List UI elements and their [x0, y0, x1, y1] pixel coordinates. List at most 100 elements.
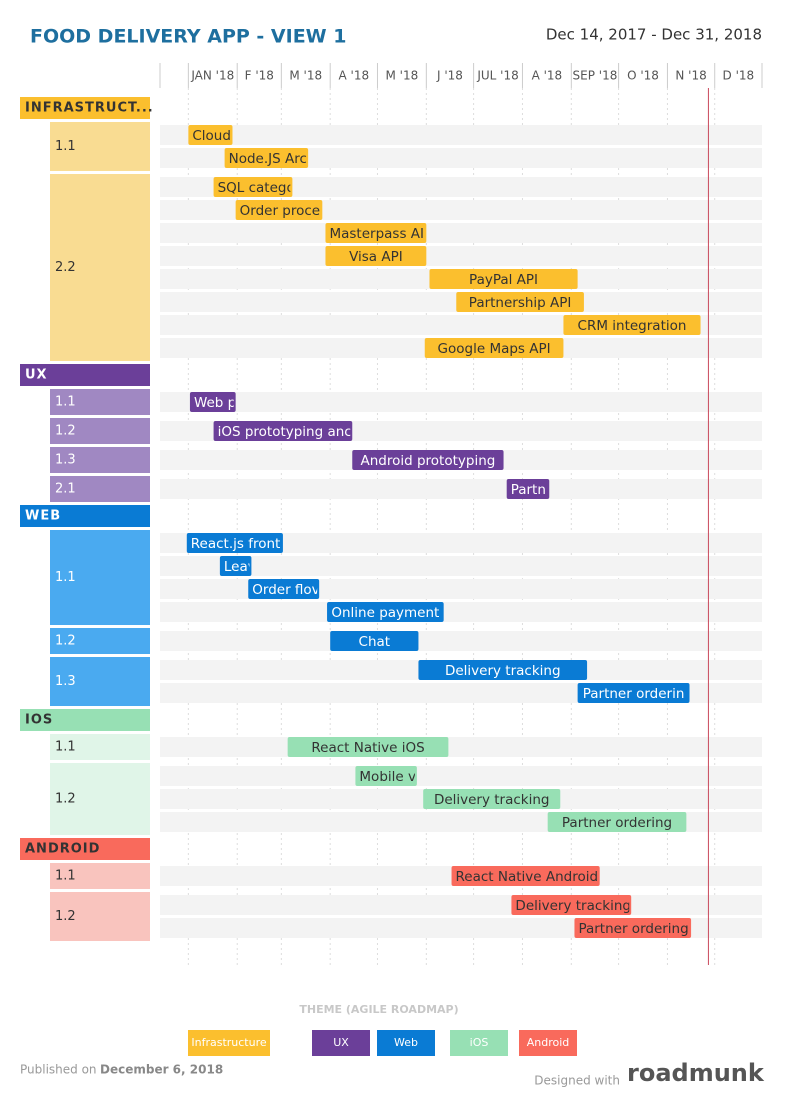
- month-label: D '18: [723, 69, 755, 83]
- bar: [506, 479, 550, 499]
- subgroup-label: 1.2: [55, 634, 76, 649]
- bar: [188, 125, 233, 145]
- subgroup-label-bg: [50, 447, 150, 473]
- row-band: [160, 479, 762, 499]
- subgroup-label-bg: [50, 476, 150, 502]
- bar-label: Order flov: [252, 582, 319, 598]
- legend-label: Android: [527, 1036, 570, 1049]
- brand: roadmunk: [627, 1059, 765, 1087]
- subgroup-label-bg: [50, 628, 150, 654]
- subgroup-label: 1.2: [55, 424, 76, 439]
- row-band: [160, 148, 762, 168]
- bar-label: Web p: [194, 395, 236, 411]
- month-label: M '18: [386, 69, 419, 83]
- legend-swatch: [312, 1030, 370, 1056]
- row-band: [160, 533, 762, 553]
- subgroup-label-bg: [50, 174, 150, 361]
- group-header: [20, 709, 150, 731]
- bar: [563, 315, 701, 335]
- bar-label: SQL catego: [218, 180, 295, 196]
- row-band: [160, 602, 762, 622]
- month-label: M '18: [289, 69, 322, 83]
- legend-swatch: [188, 1030, 270, 1056]
- bar-label: React Native Android: [456, 869, 599, 885]
- published-label: Published on: [20, 1063, 97, 1077]
- title: FOOD DELIVERY APP - VIEW 1: [30, 26, 346, 48]
- bar-label: Partner ordering: [562, 815, 672, 831]
- bar-label: Delivery tracking: [445, 663, 561, 679]
- subgroup-label: 1.1: [55, 740, 76, 755]
- bar: [424, 338, 564, 358]
- subgroup-label-bg: [50, 389, 150, 415]
- bar: [352, 450, 504, 470]
- group-header: [20, 838, 150, 860]
- legend-label: UX: [333, 1036, 349, 1049]
- bar: [429, 269, 578, 289]
- row-band: [160, 556, 762, 576]
- bar: [219, 556, 252, 576]
- group-name: INFRASTRUCT...: [25, 101, 154, 116]
- bar: [248, 579, 320, 599]
- group-name: WEB: [25, 509, 61, 524]
- subgroup-label: 1.3: [55, 674, 76, 689]
- subgroup-label-bg: [50, 418, 150, 444]
- bar: [325, 223, 427, 243]
- bar-label: PayPal API: [469, 272, 538, 288]
- bar-label: Partn: [511, 482, 546, 498]
- bar: [325, 246, 427, 266]
- bar: [189, 392, 236, 412]
- bar-label: React Native iOS: [311, 740, 424, 756]
- bar: [423, 789, 561, 809]
- bar: [213, 421, 353, 441]
- bar-label: Delivery tracking: [434, 792, 550, 808]
- group-header: [20, 505, 150, 527]
- published-date: December 6, 2018: [100, 1063, 223, 1077]
- subgroup-label: 1.1: [55, 570, 76, 585]
- subgroup-label-bg: [50, 530, 150, 625]
- bar: [186, 533, 283, 553]
- bar-label: Android prototyping: [360, 453, 495, 469]
- legend-swatch: [519, 1030, 577, 1056]
- legend-swatch: [450, 1030, 508, 1056]
- month-label: J '18: [436, 69, 463, 83]
- row-band: [160, 125, 762, 145]
- bar-label: iOS prototyping anc: [218, 424, 352, 440]
- legend-swatch: [377, 1030, 435, 1056]
- group-header: [20, 97, 150, 119]
- group-name: UX: [25, 368, 48, 383]
- bar-label: Online payment: [331, 605, 439, 621]
- bar: [418, 660, 588, 680]
- subgroup-label-bg: [50, 763, 150, 835]
- bar-label: CRM integration: [578, 318, 687, 334]
- row-band: [160, 895, 762, 915]
- month-label: A '18: [532, 69, 563, 83]
- bar-label: Visa API: [349, 249, 403, 265]
- subgroup-label-bg: [50, 734, 150, 760]
- subgroup-label: 2.2: [55, 260, 76, 275]
- subgroup-label-bg: [50, 122, 150, 171]
- bar: [330, 631, 419, 651]
- bar: [456, 292, 584, 312]
- month-label: N '18: [675, 69, 706, 83]
- subgroup-label: 2.1: [55, 482, 76, 497]
- row-band: [160, 177, 762, 197]
- bar-label: Node.JS Arc: [229, 151, 307, 167]
- bar: [287, 737, 449, 757]
- subgroup-label: 1.2: [55, 909, 76, 924]
- bar-label: Chat: [359, 634, 391, 650]
- row-band: [160, 223, 762, 243]
- bar-label: Partner ordering: [578, 921, 688, 937]
- group-name: IOS: [25, 713, 53, 728]
- bar: [547, 812, 687, 832]
- bar-label: React.js front: [191, 536, 281, 552]
- subgroup-label-bg: [50, 892, 150, 941]
- bar-label: Masterpass AI: [329, 226, 424, 242]
- bar: [213, 177, 293, 197]
- legend-label: Infrastructure: [191, 1036, 267, 1049]
- subgroup-label: 1.3: [55, 453, 76, 468]
- bar-label: Leav: [224, 559, 256, 575]
- month-label: A '18: [339, 69, 370, 83]
- month-label: SEP '18: [573, 69, 618, 83]
- legend-title: THEME (AGILE ROADMAP): [299, 1003, 458, 1016]
- bar: [235, 200, 323, 220]
